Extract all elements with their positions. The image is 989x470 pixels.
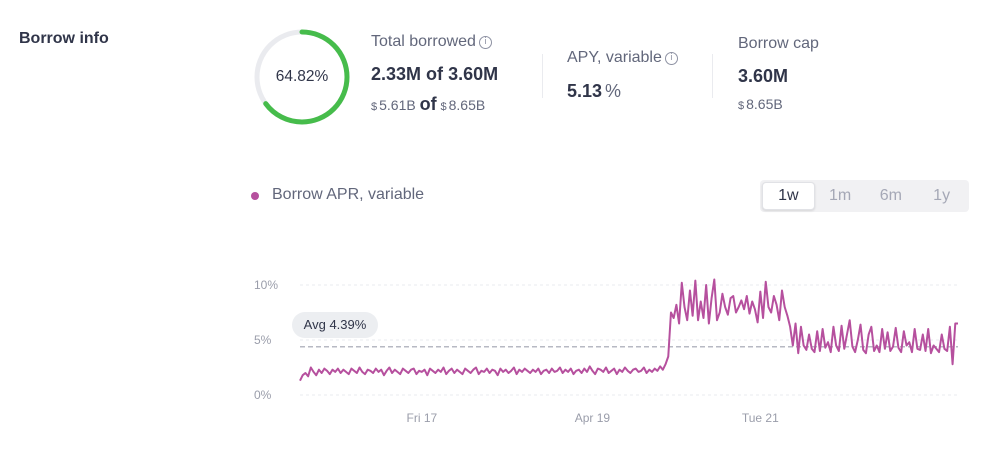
total-borrowed-usd-cap: 8.65B (448, 97, 486, 113)
y-tick-label: 10% (254, 278, 278, 292)
utilization-ring-progress (254, 29, 350, 125)
total-borrowed-label-group: Total borrowed i (371, 33, 492, 51)
y-tick-label: 5% (254, 333, 272, 347)
borrow-apr-line (299, 278, 958, 382)
legend-label: Borrow APR, variable (272, 186, 425, 203)
borrow-apr-chart: 10% 5% 0% Avg 4.39% Fri 17 Apr 19 Tue 21 (254, 278, 958, 425)
range-1w-button[interactable]: 1w (762, 182, 815, 210)
stat-divider (542, 54, 543, 98)
total-borrowed-cap: 3.60M (448, 64, 499, 84)
borrow-cap-usd: $8.65B (738, 96, 783, 112)
borrow-cap-label: Borrow cap (738, 35, 819, 52)
range-1m-button[interactable]: 1m (829, 187, 852, 204)
total-borrowed-usd: $5.61B of $8.65B (371, 94, 485, 115)
total-borrowed-label: Total borrowed (371, 33, 476, 50)
currency-symbol: $ (371, 101, 378, 113)
apy-unit: % (605, 81, 622, 101)
total-borrowed-amount: 2.33M (371, 64, 422, 84)
apy-label: APY, variable (567, 49, 662, 66)
info-icon[interactable]: i (478, 36, 492, 49)
apy-value: 5.13 (567, 81, 603, 101)
of-word: of (419, 94, 437, 114)
borrow-cap-usd-value: 8.65B (746, 96, 783, 112)
x-tick-label: Fri 17 (407, 411, 438, 425)
range-6m-button[interactable]: 6m (879, 187, 902, 204)
average-label: Avg 4.39% (304, 317, 367, 332)
total-borrowed-usd-amount: 5.61B (379, 97, 416, 113)
total-borrowed-value: 2.33M of 3.60M (371, 64, 498, 85)
range-1y-button[interactable]: 1y (933, 187, 951, 204)
utilization-ring (254, 29, 350, 125)
apy-value-group: 5.13% (567, 81, 621, 102)
of-word: of (426, 64, 444, 84)
x-tick-label: Tue 21 (742, 411, 779, 425)
average-badge (292, 312, 378, 338)
stat-divider (712, 54, 713, 98)
currency-symbol: $ (440, 101, 447, 113)
section-title: Borrow info (19, 30, 109, 47)
time-range-selector: 1w 1m 6m 1y (760, 180, 969, 212)
borrow-cap-value: 3.60M (738, 66, 789, 86)
x-tick-label: Apr 19 (575, 411, 611, 425)
currency-symbol: $ (738, 100, 745, 112)
info-icon[interactable]: i (664, 52, 678, 65)
y-tick-label: 0% (254, 388, 272, 402)
apy-label-group: APY, variable i (567, 49, 678, 67)
legend-dot (251, 192, 259, 200)
utilization-percentage: 64.82% (275, 68, 329, 85)
